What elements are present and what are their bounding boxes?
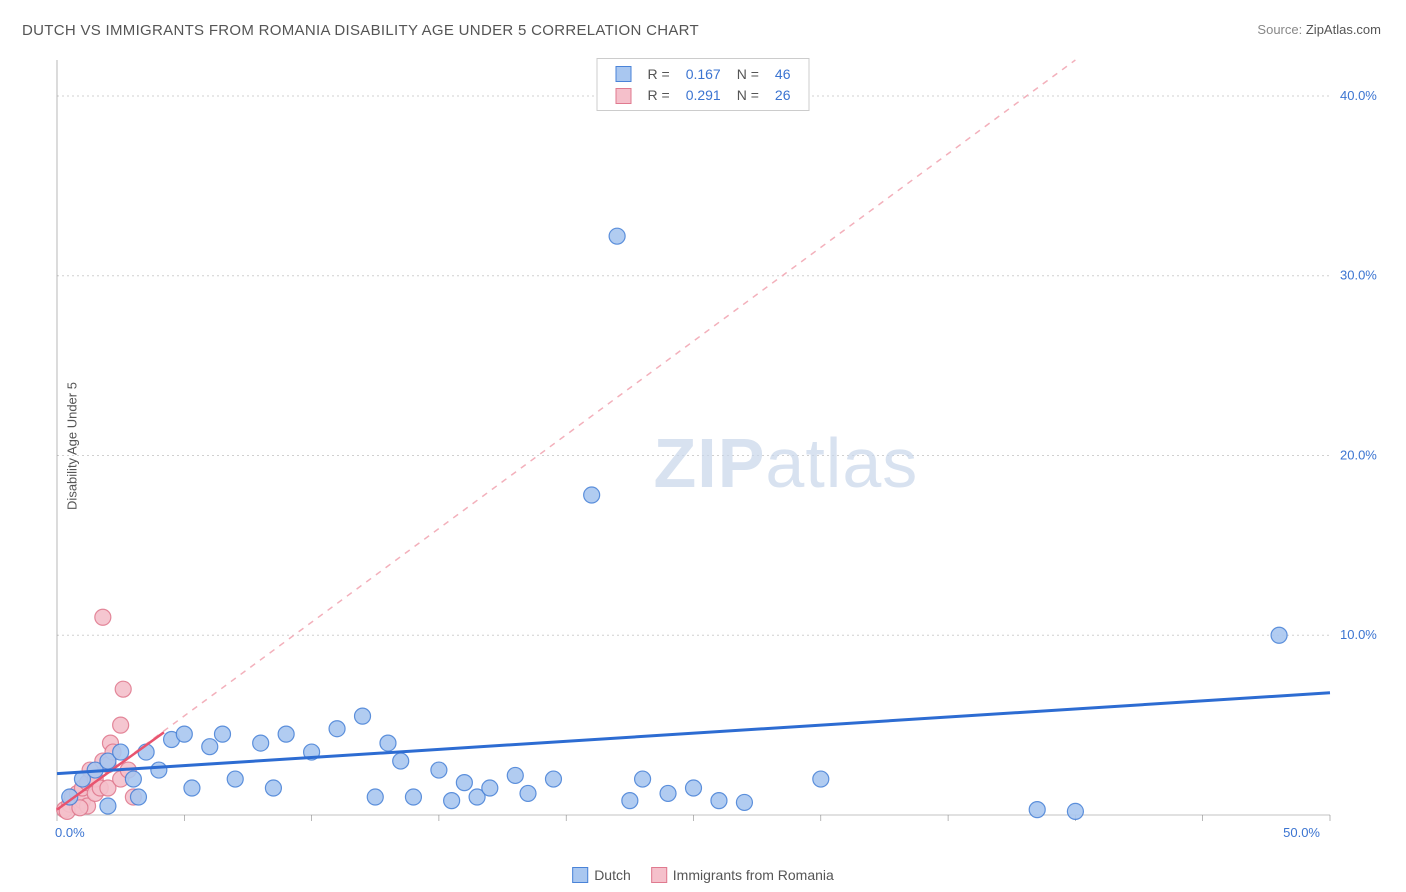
series-legend: Dutch Immigrants from Romania xyxy=(562,867,844,886)
data-point-pink xyxy=(113,717,129,733)
chart-title: DUTCH VS IMMIGRANTS FROM ROMANIA DISABIL… xyxy=(22,22,699,39)
trend-line-blue xyxy=(57,693,1330,774)
plot-area: 10.0% 20.0% 30.0% 40.0% 0.0% 50.0% ZIPatlas xyxy=(55,55,1385,855)
legend-row: R =0.291N =26 xyxy=(608,84,799,105)
legend-r-label: R = xyxy=(640,63,678,84)
data-point-blue xyxy=(456,775,472,791)
data-point-pink xyxy=(115,681,131,697)
data-point-blue xyxy=(151,762,167,778)
data-point-blue xyxy=(278,726,294,742)
data-point-blue xyxy=(130,789,146,805)
data-point-blue xyxy=(1029,802,1045,818)
x-tick-label: 50.0% xyxy=(1283,825,1320,840)
legend-item: Dutch xyxy=(572,867,631,883)
data-point-blue xyxy=(444,793,460,809)
data-point-blue xyxy=(393,753,409,769)
legend-r-label: R = xyxy=(640,84,678,105)
data-point-pink xyxy=(95,609,111,625)
data-point-blue xyxy=(520,785,536,801)
source-value: ZipAtlas.com xyxy=(1306,22,1381,37)
data-point-blue xyxy=(227,771,243,787)
data-point-blue xyxy=(214,726,230,742)
legend-n-value: 46 xyxy=(767,63,799,84)
data-point-blue xyxy=(1067,803,1083,819)
legend-swatch xyxy=(572,867,588,883)
source-credit: Source: ZipAtlas.com xyxy=(1257,22,1381,37)
legend-item: Immigrants from Romania xyxy=(651,867,834,883)
data-point-blue xyxy=(609,228,625,244)
data-point-blue xyxy=(1271,627,1287,643)
legend-n-value: 26 xyxy=(767,84,799,105)
data-point-blue xyxy=(405,789,421,805)
y-tick-label: 10.0% xyxy=(1340,627,1377,642)
data-point-blue xyxy=(125,771,141,787)
data-point-blue xyxy=(176,726,192,742)
data-point-blue xyxy=(184,780,200,796)
source-label: Source: xyxy=(1257,22,1302,37)
trend-line-pink-dashed xyxy=(57,60,1075,810)
data-point-blue xyxy=(380,735,396,751)
y-tick-label: 30.0% xyxy=(1340,268,1377,283)
data-point-blue xyxy=(660,785,676,801)
legend-n-label: N = xyxy=(729,63,767,84)
x-tick-label: 0.0% xyxy=(55,825,85,840)
data-point-blue xyxy=(100,798,116,814)
data-point-blue xyxy=(635,771,651,787)
data-point-blue xyxy=(202,739,218,755)
y-tick-label: 20.0% xyxy=(1340,447,1377,462)
data-point-blue xyxy=(482,780,498,796)
legend-r-value: 0.167 xyxy=(678,63,729,84)
data-point-blue xyxy=(736,794,752,810)
data-point-blue xyxy=(265,780,281,796)
data-point-blue xyxy=(367,789,383,805)
legend-r-value: 0.291 xyxy=(678,84,729,105)
data-point-blue xyxy=(813,771,829,787)
legend-n-label: N = xyxy=(729,84,767,105)
data-point-blue xyxy=(431,762,447,778)
legend-row: R =0.167N =46 xyxy=(608,63,799,84)
y-tick-label: 40.0% xyxy=(1340,88,1377,103)
scatter-plot: 10.0% 20.0% 30.0% 40.0% 0.0% 50.0% ZIPatlas xyxy=(55,55,1385,855)
data-point-blue xyxy=(113,744,129,760)
data-point-blue xyxy=(545,771,561,787)
data-point-blue xyxy=(584,487,600,503)
legend-swatch xyxy=(616,66,632,82)
data-point-blue xyxy=(507,767,523,783)
data-point-blue xyxy=(355,708,371,724)
legend-label: Dutch xyxy=(594,867,631,883)
data-point-blue xyxy=(253,735,269,751)
legend-swatch xyxy=(616,88,632,104)
data-point-blue xyxy=(329,721,345,737)
data-point-blue xyxy=(686,780,702,796)
legend-label: Immigrants from Romania xyxy=(673,867,834,883)
legend-swatch xyxy=(651,867,667,883)
watermark: ZIPatlas xyxy=(654,424,919,502)
data-point-blue xyxy=(622,793,638,809)
correlation-legend: R =0.167N =46R =0.291N =26 xyxy=(597,58,810,111)
data-point-blue xyxy=(711,793,727,809)
